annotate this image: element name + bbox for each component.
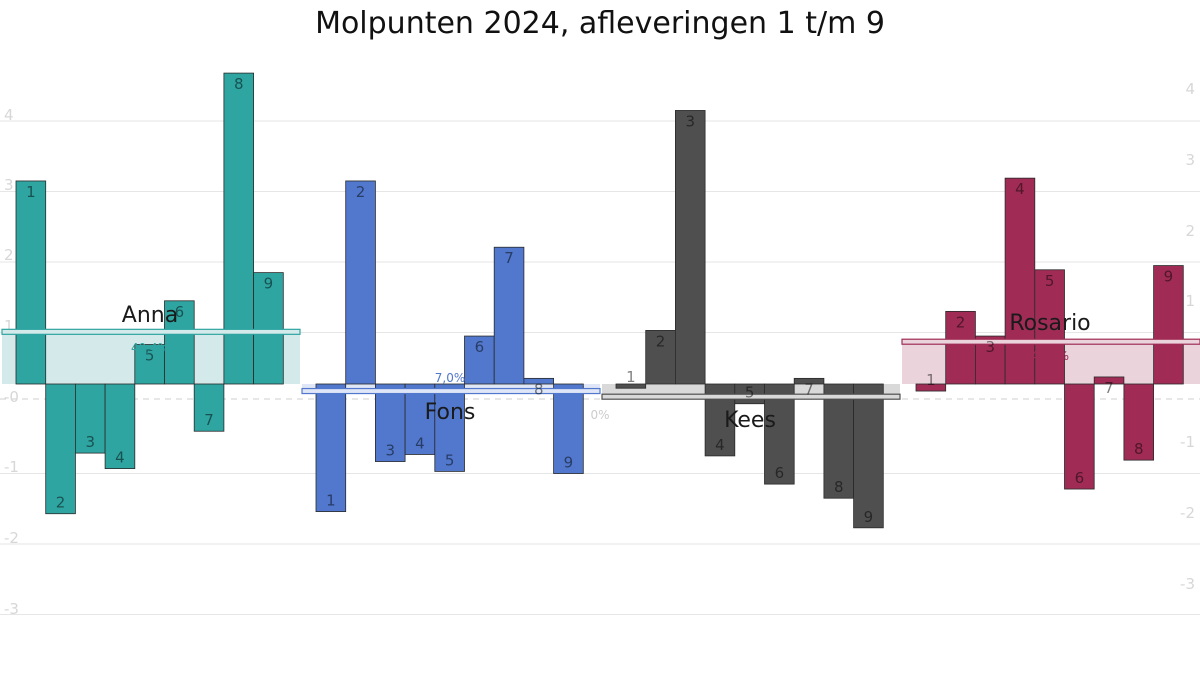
y-tick-left: 4 [4, 106, 14, 124]
mean-line [1, 328, 301, 335]
bar [315, 383, 347, 513]
bar-label: 4 [415, 435, 425, 453]
bar [793, 377, 825, 385]
bar [823, 383, 855, 499]
bar [675, 110, 706, 385]
bar-label: 2 [956, 313, 966, 331]
y-tick-left: -3 [4, 600, 19, 618]
bar-label: 7 [804, 380, 814, 398]
bar [645, 330, 676, 385]
bar-label: 9 [264, 275, 274, 293]
bar [553, 383, 584, 474]
bar [853, 383, 884, 529]
bar [75, 383, 106, 454]
y-tick-left: 2 [4, 246, 14, 264]
mean-percentage-label: 43,5% [1031, 349, 1069, 363]
bar [1064, 383, 1095, 490]
bar-label: 2 [656, 332, 666, 350]
bar [764, 383, 795, 485]
mean-line [301, 387, 601, 395]
mean-line [601, 393, 901, 400]
bar [493, 246, 525, 385]
y-tick-left: 3 [4, 176, 14, 194]
y-tick-right: 2 [1185, 222, 1195, 240]
series-name-label: Kees [724, 408, 776, 433]
bar [1004, 177, 1036, 385]
y-tick-right: 4 [1185, 80, 1195, 98]
y-tick-left: 1 [4, 317, 14, 335]
y-tick-right: -3 [1180, 575, 1195, 593]
chart-title: Molpunten 2024, afleveringen 1 t/m 9 [315, 6, 885, 41]
bar-label: 4 [115, 449, 125, 467]
bar [523, 377, 555, 385]
series-name-label: Rosario [1009, 311, 1090, 336]
bar [1034, 269, 1065, 385]
bar-label: 8 [234, 75, 244, 93]
bar-label: 9 [564, 454, 574, 472]
bar [164, 300, 195, 385]
series-name-label: Fons [425, 400, 476, 425]
bar [1093, 376, 1125, 385]
mean-percentage-label: 7,0% [435, 371, 466, 385]
y-tick-left: -1 [4, 458, 19, 476]
bar [345, 180, 376, 385]
bar-label: 8 [834, 478, 844, 496]
bar [1153, 265, 1184, 385]
bar [253, 272, 284, 385]
bar [945, 310, 976, 385]
bar [1123, 383, 1155, 461]
bar-label: 7 [504, 249, 514, 267]
bar [104, 383, 136, 469]
mean-line [901, 338, 1200, 345]
bar-label: 9 [864, 508, 874, 526]
bar-label: 6 [1075, 469, 1085, 487]
bar-label: 6 [175, 303, 185, 321]
bar [434, 383, 465, 472]
y-tick-right: -1 [1180, 433, 1195, 451]
bar [615, 383, 647, 389]
y-tick-left: -2 [4, 529, 19, 547]
bar-label: 5 [445, 451, 455, 469]
bar-label: 8 [1134, 440, 1144, 458]
bar-label: 1 [626, 368, 636, 386]
bars [1, 72, 1200, 529]
bar-label: 6 [775, 464, 785, 482]
bar-label: 3 [985, 338, 995, 356]
bar-label: 3 [685, 112, 695, 130]
bar [223, 72, 254, 385]
bar-label: 5 [145, 347, 155, 365]
bar [134, 344, 165, 385]
bar [193, 383, 225, 432]
bar-label: 5 [745, 384, 755, 402]
bar-label: 1 [926, 371, 936, 389]
bar-label: 3 [385, 442, 395, 460]
labels: 1 2 3 4 5 6 7 8 9 Anna 49,4% 1 2 3 4 5 6 7 8 9 Fons 7,0% 1 2 3 4 5… [26, 75, 1173, 526]
mean-percentage-label: 49,4% [131, 341, 169, 355]
bar-label: 2 [356, 183, 366, 201]
bar [15, 180, 47, 385]
bar-label: 7 [1104, 379, 1114, 397]
bar-label: 5 [1045, 272, 1055, 290]
bar [915, 383, 947, 392]
y-tick-left: -0 [4, 388, 19, 406]
mean-percentage-label: 0% [590, 408, 609, 422]
bar-label: 7 [204, 411, 214, 429]
bar-label: 2 [56, 494, 66, 512]
y-tick-right: 1 [1185, 292, 1195, 310]
bar-label: 6 [475, 338, 485, 356]
bar-label: 9 [1164, 268, 1174, 286]
bar [374, 383, 406, 462]
bar-label: 4 [715, 436, 725, 454]
bar-label: 1 [26, 183, 36, 201]
bar-label: 3 [85, 433, 95, 451]
y-tick-right: 3 [1185, 151, 1195, 169]
bar-label: 1 [326, 492, 336, 510]
bar-label: 4 [1015, 180, 1025, 198]
series-name-label: Anna [122, 303, 178, 328]
bar-label: 8 [534, 380, 544, 398]
y-tick-right: -2 [1180, 504, 1195, 522]
